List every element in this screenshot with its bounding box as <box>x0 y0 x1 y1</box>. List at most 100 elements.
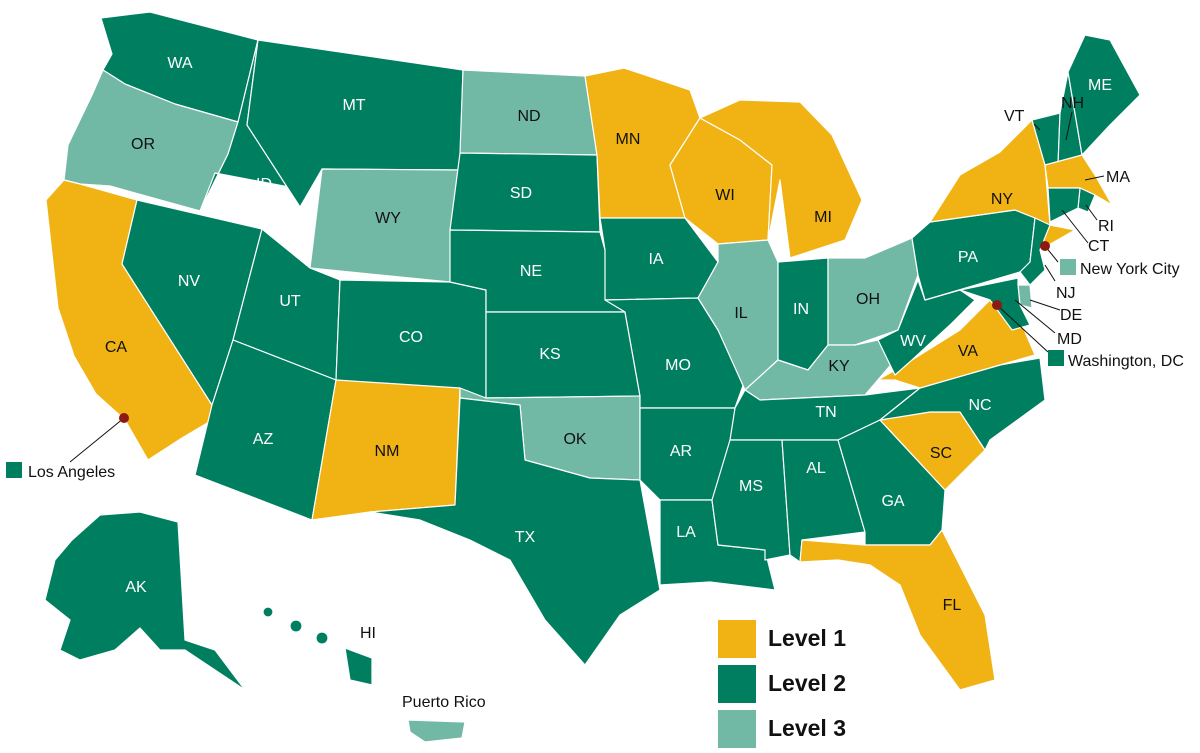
leader-NJ <box>1044 264 1056 282</box>
new-york-city-dot[interactable] <box>1040 241 1050 251</box>
legend-item-level3: Level 3 <box>718 710 846 748</box>
legend-label-level3: Level 3 <box>768 715 846 741</box>
label-NH: NH <box>1061 95 1084 112</box>
label-NC: NC <box>968 397 991 414</box>
state-TX[interactable] <box>369 397 661 666</box>
label-ID: ID <box>256 176 272 193</box>
washington-dc-swatch <box>1048 350 1064 366</box>
state-KS[interactable] <box>485 311 641 399</box>
label-CA: CA <box>105 339 128 356</box>
leader-RI <box>1085 204 1098 221</box>
legend: Level 1 Level 2 Level 3 <box>718 620 846 748</box>
legend-swatch-level3 <box>718 710 756 748</box>
legend-item-level2: Level 2 <box>718 665 846 703</box>
label-IN: IN <box>793 301 809 318</box>
label-RI: RI <box>1098 218 1114 235</box>
los-angeles-swatch <box>6 462 22 478</box>
label-IA: IA <box>648 251 663 268</box>
label-NE: NE <box>520 263 542 280</box>
label-ND: ND <box>517 108 540 125</box>
state-OR[interactable] <box>63 69 239 212</box>
leader-DE <box>1029 299 1061 311</box>
legend-label-level2: Level 2 <box>768 670 846 696</box>
label-GA: GA <box>881 493 904 510</box>
legend-label-level1: Level 1 <box>768 625 846 651</box>
label-VT: VT <box>1004 108 1025 125</box>
state-CT[interactable] <box>1047 187 1081 223</box>
label-MA: MA <box>1106 169 1130 186</box>
label-SD: SD <box>510 185 532 202</box>
label-NY: NY <box>991 191 1014 208</box>
label-VA: VA <box>958 343 978 360</box>
label-SC: SC <box>930 445 952 462</box>
label-TN: TN <box>815 404 836 421</box>
label-AL: AL <box>806 460 826 477</box>
state-WV[interactable] <box>877 279 976 376</box>
legend-item-level1: Level 1 <box>718 620 846 658</box>
label-WI: WI <box>715 187 735 204</box>
legend-swatch-level2 <box>718 665 756 703</box>
label-DE: DE <box>1060 307 1082 324</box>
new-york-city-swatch <box>1060 259 1076 275</box>
label-OH: OH <box>856 291 880 308</box>
label-IL: IL <box>734 305 747 322</box>
label-CO: CO <box>399 329 423 346</box>
label-UT: UT <box>279 293 301 310</box>
leader-VT <box>1033 123 1041 131</box>
los-angeles-dot[interactable] <box>119 413 129 423</box>
label-ME: ME <box>1088 77 1112 94</box>
hi-island-oahu <box>289 619 303 633</box>
label-WV: WV <box>900 333 926 350</box>
label-KY: KY <box>828 358 850 375</box>
leader-MA <box>1084 175 1105 181</box>
state-AZ[interactable] <box>194 339 337 521</box>
states-layer <box>44 11 1141 743</box>
callout-labels: VT NH MA RI CT NJ DE MD HI Puerto Rico <box>360 95 1130 711</box>
label-MT: MT <box>342 97 365 114</box>
label-MI: MI <box>814 209 832 226</box>
label-CT: CT <box>1088 238 1110 255</box>
label-MD: MD <box>1057 331 1082 348</box>
state-MI[interactable] <box>699 99 863 259</box>
city-markers: Los Angeles New York City Washington, DC <box>6 241 1184 481</box>
label-AZ: AZ <box>253 431 274 448</box>
label-OK: OK <box>563 431 586 448</box>
label-NV: NV <box>178 273 201 290</box>
state-NJ[interactable] <box>1019 217 1051 286</box>
leader-washington-dc <box>996 304 1049 353</box>
hi-island-maui <box>315 631 329 645</box>
label-MS: MS <box>739 478 763 495</box>
washington-dc-label: Washington, DC <box>1068 353 1184 370</box>
label-MO: MO <box>665 357 691 374</box>
leader-NH <box>1065 111 1073 141</box>
territory-PR[interactable] <box>407 719 466 743</box>
label-WY: WY <box>375 210 401 227</box>
label-OR: OR <box>131 136 155 153</box>
label-MN: MN <box>616 131 641 148</box>
label-AR: AR <box>670 443 692 460</box>
washington-dc-dot[interactable] <box>992 300 1002 310</box>
label-PA: PA <box>958 249 978 266</box>
label-NJ: NJ <box>1056 285 1076 302</box>
label-PR: Puerto Rico <box>402 694 486 711</box>
state-labels: WA OR CA ID NV MT WY UT AZ CO NM ND SD N… <box>105 55 1112 614</box>
leader-MD <box>1014 299 1056 334</box>
state-VA[interactable] <box>877 299 1036 389</box>
hi-island-kauai <box>262 606 274 618</box>
label-WA: WA <box>167 55 193 72</box>
leader-CT <box>1061 209 1089 244</box>
legend-swatch-level1 <box>718 620 756 658</box>
leader-los-angeles <box>69 417 125 463</box>
state-AK[interactable] <box>44 511 246 691</box>
label-HI: HI <box>360 625 376 642</box>
label-NM: NM <box>375 443 400 460</box>
hi-island-hawaii <box>344 647 373 686</box>
label-FL: FL <box>943 597 962 614</box>
los-angeles-label: Los Angeles <box>28 464 115 481</box>
label-AK: AK <box>125 579 147 596</box>
label-LA: LA <box>676 524 696 541</box>
state-FL[interactable] <box>799 529 996 691</box>
label-TX: TX <box>515 529 536 546</box>
state-HI[interactable] <box>262 606 373 686</box>
